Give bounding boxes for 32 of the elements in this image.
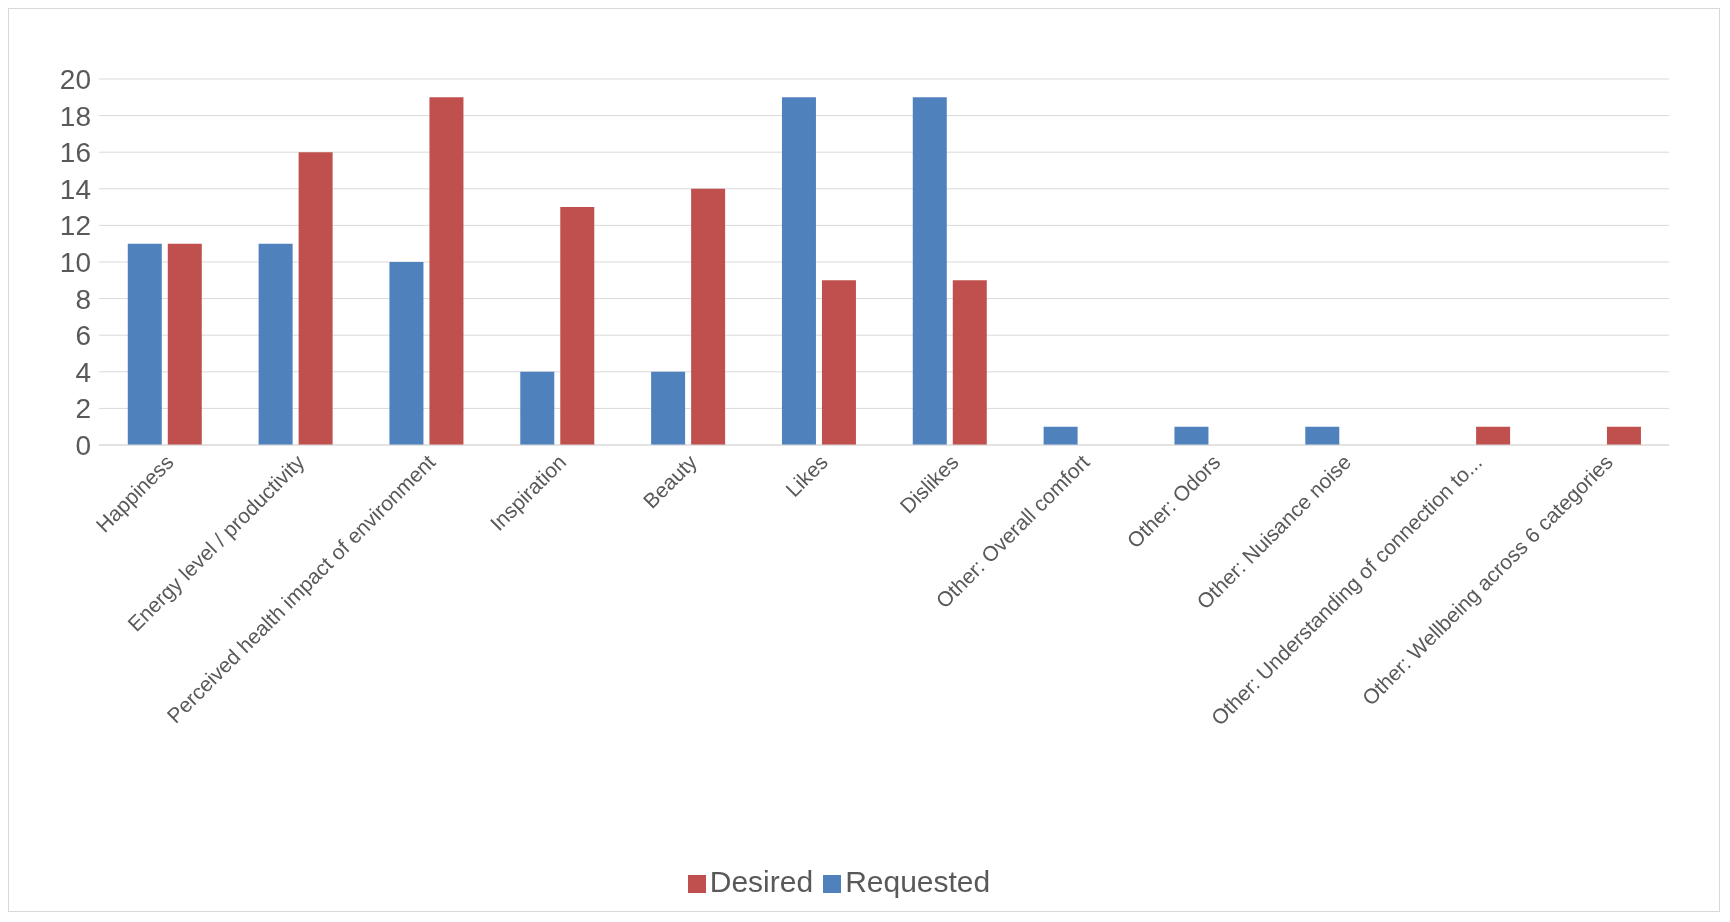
bar — [298, 152, 333, 445]
y-tick-label: 0 — [75, 429, 91, 461]
bar — [1174, 426, 1209, 445]
y-tick-label: 14 — [59, 173, 91, 205]
legend-label: Desired — [709, 865, 814, 898]
bar — [560, 207, 595, 445]
bar — [258, 243, 293, 445]
bar — [429, 97, 464, 445]
bar — [167, 243, 202, 445]
bar — [389, 262, 424, 445]
y-tick-label: 6 — [75, 320, 91, 352]
y-tick-label: 12 — [59, 210, 91, 242]
bar — [1305, 426, 1340, 445]
bar — [821, 280, 856, 445]
bar — [781, 97, 816, 445]
bar — [127, 243, 162, 445]
y-tick-label: 10 — [59, 246, 91, 278]
y-tick-label: 8 — [75, 283, 91, 315]
bar — [952, 280, 987, 445]
bar — [1476, 426, 1511, 445]
y-tick-label: 2 — [75, 393, 91, 425]
legend-label: Requested — [845, 865, 991, 898]
bar — [912, 97, 947, 445]
y-tick-label: 20 — [59, 63, 91, 95]
bar — [1043, 426, 1078, 445]
y-tick-label: 16 — [59, 137, 91, 169]
bar — [691, 188, 726, 445]
bar — [651, 371, 686, 445]
y-tick-label: 4 — [75, 356, 91, 388]
y-tick-label: 18 — [59, 100, 91, 132]
bar — [520, 371, 555, 445]
bar — [1606, 426, 1641, 445]
